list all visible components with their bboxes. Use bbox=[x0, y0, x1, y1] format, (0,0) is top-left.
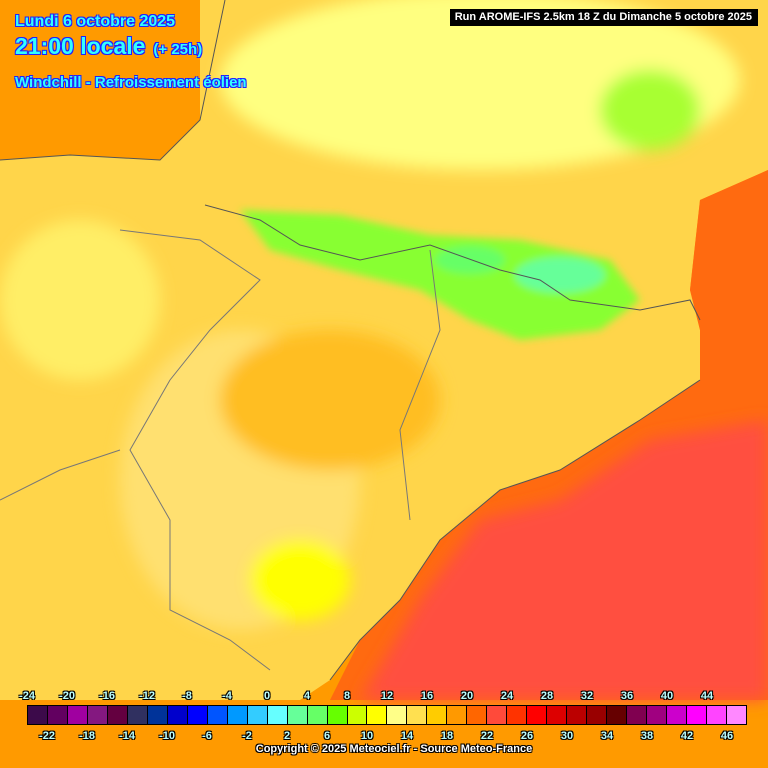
scale-label: -20 bbox=[59, 690, 75, 702]
scale-swatch bbox=[107, 706, 128, 724]
scale-swatch bbox=[507, 706, 528, 724]
scale-label: 16 bbox=[420, 690, 434, 702]
scale-label: 44 bbox=[700, 690, 714, 702]
run-info: Run AROME-IFS 2.5km 18 Z du Dimanche 5 o… bbox=[449, 9, 758, 26]
west-cool-zone bbox=[0, 220, 160, 380]
scale-swatch bbox=[287, 706, 308, 724]
scale-label: 12 bbox=[380, 690, 394, 702]
scale-label: 26 bbox=[520, 730, 534, 742]
scale-swatch bbox=[347, 706, 368, 724]
scale-label: 24 bbox=[500, 690, 514, 702]
scale-label: -12 bbox=[139, 690, 155, 702]
scale-label: -16 bbox=[99, 690, 115, 702]
scale-label: 20 bbox=[460, 690, 474, 702]
ebro-warm-zone bbox=[220, 330, 440, 470]
scale-label: 0 bbox=[263, 690, 271, 702]
scale-label: 42 bbox=[680, 730, 694, 742]
scale-label: -6 bbox=[202, 730, 212, 742]
scale-label: 18 bbox=[440, 730, 454, 742]
scale-label: -10 bbox=[159, 730, 175, 742]
scale-swatch bbox=[147, 706, 168, 724]
scale-swatch bbox=[427, 706, 448, 724]
scale-swatch bbox=[28, 706, 48, 724]
scale-label: 30 bbox=[560, 730, 574, 742]
scale-swatch bbox=[607, 706, 628, 724]
scale-label: 8 bbox=[343, 690, 351, 702]
scale-swatch bbox=[686, 706, 707, 724]
scale-swatch bbox=[307, 706, 328, 724]
scale-swatch bbox=[167, 706, 188, 724]
scale-label: 6 bbox=[323, 730, 331, 742]
scale-label: 10 bbox=[360, 730, 374, 742]
scale-swatch bbox=[627, 706, 648, 724]
scale-swatch bbox=[447, 706, 468, 724]
scale-label: -24 bbox=[19, 690, 35, 702]
forecast-time-value: 21:00 locale bbox=[15, 33, 146, 59]
copyright: Copyright © 2025 Meteociel.fr - Source M… bbox=[255, 743, 533, 755]
scale-swatch bbox=[367, 706, 388, 724]
scale-swatch bbox=[647, 706, 667, 724]
scale-label: -8 bbox=[182, 690, 192, 702]
scale-label: 22 bbox=[480, 730, 494, 742]
med-warm-zone bbox=[360, 420, 768, 700]
scale-swatch bbox=[487, 706, 508, 724]
scale-swatch bbox=[567, 706, 588, 724]
scale-swatch bbox=[247, 706, 268, 724]
south-yellow-zone bbox=[250, 540, 350, 620]
parameter-title: Windchill - Refroissement éolien bbox=[15, 74, 247, 91]
scale-label: 34 bbox=[600, 730, 614, 742]
pyrenees-cold-core bbox=[515, 257, 605, 293]
scale-label: -4 bbox=[222, 690, 232, 702]
scale-swatch bbox=[127, 706, 148, 724]
scale-label: -2 bbox=[242, 730, 252, 742]
scale-label: -14 bbox=[119, 730, 135, 742]
scale-label: 32 bbox=[580, 690, 594, 702]
scale-swatch bbox=[67, 706, 88, 724]
scale-label: -18 bbox=[79, 730, 95, 742]
scale-swatch bbox=[207, 706, 228, 724]
scale-label: -22 bbox=[39, 730, 55, 742]
scale-label: 46 bbox=[720, 730, 734, 742]
scale-swatch bbox=[187, 706, 208, 724]
scale-swatch bbox=[587, 706, 608, 724]
scale-label: 36 bbox=[620, 690, 634, 702]
scale-swatch bbox=[387, 706, 408, 724]
scale-swatch bbox=[726, 706, 746, 724]
scale-swatch bbox=[47, 706, 68, 724]
scale-swatch bbox=[87, 706, 108, 724]
scale-swatch bbox=[667, 706, 687, 724]
scale-swatch bbox=[267, 706, 288, 724]
pyrenees-green-band bbox=[240, 210, 640, 340]
scale-label: 2 bbox=[283, 730, 291, 742]
borders bbox=[0, 0, 701, 681]
scale-swatch bbox=[327, 706, 348, 724]
scale-swatch bbox=[467, 706, 488, 724]
scale-label: 4 bbox=[303, 690, 311, 702]
scale-label: 38 bbox=[640, 730, 654, 742]
forecast-date: Lundi 6 octobre 2025 bbox=[15, 13, 176, 30]
lead-time: (+ 25h) bbox=[153, 41, 203, 58]
scale-swatch bbox=[407, 706, 428, 724]
scale-label: 14 bbox=[400, 730, 414, 742]
forecast-time: 21:00 locale (+ 25h) bbox=[15, 33, 202, 60]
france-green-zone bbox=[600, 70, 700, 150]
color-scale bbox=[27, 705, 747, 725]
scale-swatch bbox=[227, 706, 248, 724]
scale-label: 28 bbox=[540, 690, 554, 702]
scale-swatch bbox=[527, 706, 548, 724]
scale-label: 40 bbox=[660, 690, 674, 702]
scale-swatch bbox=[547, 706, 568, 724]
scale-swatch bbox=[706, 706, 727, 724]
